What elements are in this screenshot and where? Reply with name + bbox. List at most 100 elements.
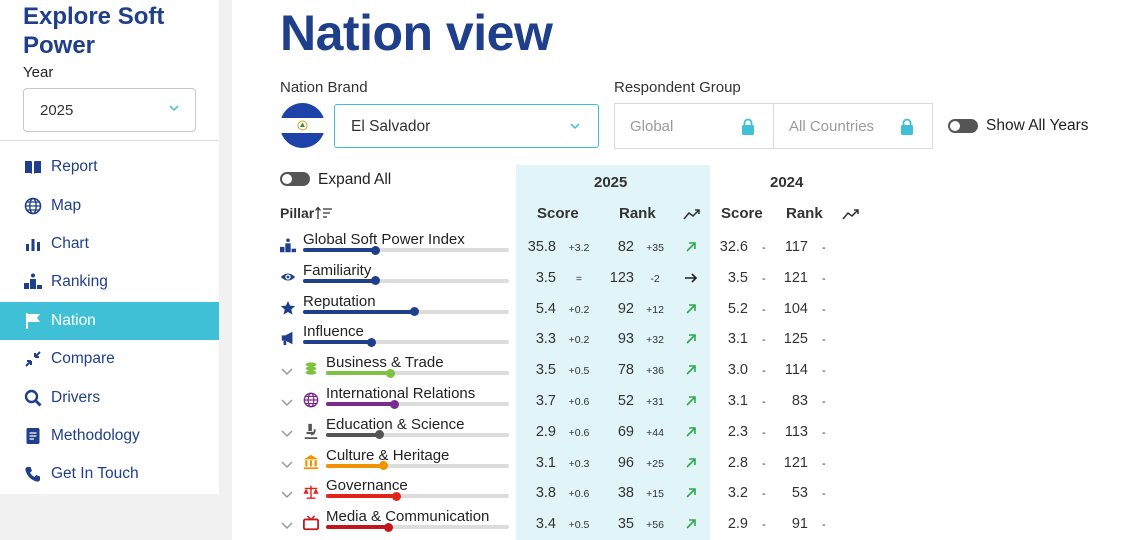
nav-item-report[interactable]: Report xyxy=(0,148,219,186)
nav-item-label: Chart xyxy=(51,234,89,252)
rank-change-2024: - xyxy=(822,272,826,285)
score-change-2024: - xyxy=(762,303,766,316)
nav-item-ranking[interactable]: Ranking xyxy=(0,263,219,301)
nav-item-label: Drivers xyxy=(51,388,101,406)
rank-change-2024: - xyxy=(822,426,826,439)
rank-change: +36 xyxy=(646,365,664,378)
rank-change: +15 xyxy=(646,488,664,501)
rank-change-2024: - xyxy=(822,488,826,501)
rank-2025: 123 xyxy=(609,269,634,286)
pillar-progress-fill xyxy=(326,494,396,499)
chevron-down-icon[interactable] xyxy=(280,457,294,471)
table-row: Global Soft Power Index 35.8 +3.2 82 +35 32.6… xyxy=(232,231,1140,263)
pillar-sort-header[interactable]: Pillar xyxy=(280,205,333,221)
sidebar: Explore Soft Power Year 2025 Report Map Ch… xyxy=(0,0,219,494)
table-row[interactable]: International Relations 3.7 +0.6 52 +31 3.1 - 8… xyxy=(232,385,1140,417)
book-icon xyxy=(25,161,41,175)
nav-item-get-in-touch[interactable]: Get In Touch xyxy=(0,455,219,493)
scales-icon xyxy=(303,484,319,500)
score-2025: 5.4 xyxy=(535,300,556,317)
rank-change-2024: - xyxy=(822,365,826,378)
document-icon xyxy=(26,427,40,444)
rank-change-2024: - xyxy=(822,334,826,347)
rank-2025: 92 xyxy=(617,300,634,317)
museum-icon xyxy=(303,454,319,470)
pillar-progress-track xyxy=(303,276,509,286)
tv-icon xyxy=(303,515,319,531)
score-change-2024: - xyxy=(762,272,766,285)
nav-item-label: Compare xyxy=(51,350,115,368)
score-change: +0.5 xyxy=(568,519,590,532)
rank-2025: 78 xyxy=(617,362,634,379)
score-2024: 2.8 xyxy=(727,454,748,471)
table-row[interactable]: Media & Communication 3.4 +0.5 35 +56 2.9 - 91 - xyxy=(232,508,1140,540)
pillar-name: Culture & Heritage xyxy=(326,446,450,464)
respondent-countries-select[interactable]: All Countries xyxy=(773,103,933,149)
score-change: +0.6 xyxy=(568,426,590,439)
pillar-name: Media & Communication xyxy=(326,508,490,526)
rank-change: +32 xyxy=(646,334,664,347)
rank-2024-header: Rank xyxy=(786,205,823,222)
nav-item-methodology[interactable]: Methodology xyxy=(0,417,219,455)
table-row[interactable]: Education & Science 2.9 +0.6 69 +44 2.3 - 113 - xyxy=(232,416,1140,448)
rank-2025: 82 xyxy=(617,239,634,255)
score-2024: 32.6 xyxy=(719,239,748,255)
rank-2024: 121 xyxy=(783,269,808,286)
score-change-2024: - xyxy=(762,519,766,532)
show-all-years-toggle[interactable] xyxy=(948,119,978,133)
score-change: +3.2 xyxy=(568,242,590,254)
pillar-name: Reputation xyxy=(303,292,376,310)
nav-item-nation[interactable]: Nation xyxy=(0,301,219,340)
rank-2024: 91 xyxy=(791,516,808,533)
trend-up-icon xyxy=(686,519,696,529)
score-change-2024: - xyxy=(762,457,766,470)
table-row[interactable]: Business & Trade 3.5 +0.5 78 +36 3.0 - 114 - xyxy=(232,354,1140,386)
chevron-down-icon[interactable] xyxy=(280,426,294,440)
trend-header-icon xyxy=(683,209,700,220)
chevron-down-icon[interactable] xyxy=(280,487,294,501)
respondent-global-value: Global xyxy=(630,118,674,135)
pillar-name: Familiarity xyxy=(303,261,372,279)
podium-icon xyxy=(280,238,296,254)
rank-2025: 93 xyxy=(617,331,634,348)
score-2024: 2.3 xyxy=(727,423,748,440)
star-icon xyxy=(280,300,296,316)
rank-2024: 121 xyxy=(783,454,808,471)
pillar-name: International Relations xyxy=(326,385,476,402)
trend-up-icon xyxy=(686,457,696,468)
chevron-down-icon[interactable] xyxy=(280,518,294,532)
chevron-down-icon[interactable] xyxy=(280,395,294,409)
score-change-2024: - xyxy=(762,242,766,254)
score-change-2024: - xyxy=(762,365,766,378)
pillar-progress-track xyxy=(303,337,509,347)
nav-item-drivers[interactable]: Drivers xyxy=(0,378,219,416)
el-salvador-flag-icon xyxy=(280,103,325,148)
rank-2024: 113 xyxy=(784,423,808,440)
year-select[interactable]: 2025 xyxy=(23,88,196,132)
bar-chart-icon xyxy=(26,238,40,251)
nation-brand-select[interactable]: El Salvador xyxy=(334,104,599,148)
pillar-progress-marker xyxy=(371,276,380,286)
lock-icon xyxy=(742,118,754,135)
sidebar-title: Explore Soft Power xyxy=(23,3,165,59)
pillar-progress-marker xyxy=(410,307,419,317)
trend-up-icon xyxy=(686,334,696,344)
score-2024: 3.1 xyxy=(727,393,748,409)
pillar-progress-fill xyxy=(303,340,371,345)
respondent-global-select[interactable]: Global xyxy=(614,103,774,149)
chevron-down-icon xyxy=(169,105,179,112)
table-row[interactable]: Governance 3.8 +0.6 38 +15 3.2 - 53 - xyxy=(232,477,1140,509)
expand-all-toggle[interactable] xyxy=(280,172,310,186)
nav-item-chart[interactable]: Chart xyxy=(0,225,219,263)
table-row[interactable]: Culture & Heritage 3.1 +0.3 96 +25 2.8 - 121 - xyxy=(232,446,1140,479)
nav-item-compare[interactable]: Compare xyxy=(0,340,219,378)
score-2024: 3.0 xyxy=(727,362,748,379)
nav-item-map[interactable]: Map xyxy=(0,186,219,224)
rank-2024: 104 xyxy=(783,300,808,317)
score-change-2024: - xyxy=(762,488,766,501)
trend-header-icon xyxy=(842,209,859,220)
chevron-down-icon[interactable] xyxy=(280,364,294,378)
lock-icon xyxy=(901,118,913,135)
globe-icon xyxy=(303,392,319,408)
globe-icon xyxy=(24,197,42,214)
